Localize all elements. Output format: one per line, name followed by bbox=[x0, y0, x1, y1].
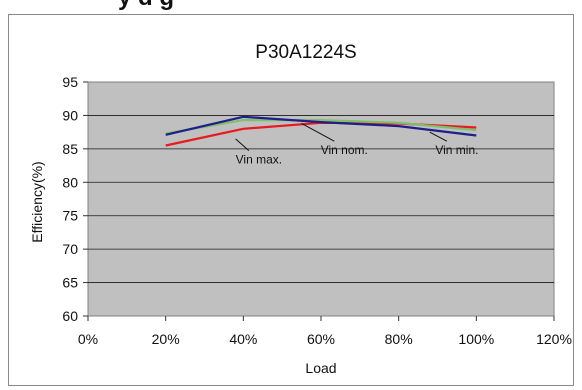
annotations: Vin max. Vin nom. Vin min. bbox=[235, 123, 478, 167]
x-axis-label: Load bbox=[305, 360, 336, 376]
x-axis-ticks: 0% 20% 40% 60% 80% 100% 120% bbox=[78, 316, 572, 347]
y-tick-label: 95 bbox=[62, 74, 78, 90]
y-tick-label: 85 bbox=[62, 141, 78, 157]
chart-title: P30A1224S bbox=[255, 42, 356, 63]
annotation-label: Vin max. bbox=[236, 153, 282, 167]
y-tick-label: 70 bbox=[62, 241, 78, 257]
plot-area bbox=[87, 81, 555, 317]
x-tick-label: 120% bbox=[536, 331, 572, 347]
annotation-label: Vin min. bbox=[435, 143, 478, 157]
y-tick-label: 60 bbox=[62, 308, 78, 324]
series-line-vin-nom bbox=[165, 118, 477, 135]
y-tick-label: 80 bbox=[62, 174, 78, 190]
x-tick-label: 80% bbox=[385, 331, 413, 347]
x-tick-label: 20% bbox=[152, 331, 180, 347]
x-tick-label: 0% bbox=[78, 331, 98, 347]
y-tick-label: 65 bbox=[62, 275, 78, 291]
annotation-label: Vin nom. bbox=[321, 143, 368, 157]
annotation-pointer bbox=[429, 131, 448, 142]
annotation-pointer bbox=[235, 138, 250, 151]
gridlines bbox=[88, 115, 554, 283]
y-tick-label: 75 bbox=[62, 208, 78, 224]
series-line-vin-min bbox=[165, 115, 477, 137]
cropped-heading: y d g bbox=[118, 0, 174, 12]
x-tick-label: 60% bbox=[307, 331, 335, 347]
y-axis-label: Efficiency(%) bbox=[29, 161, 45, 242]
annotation-pointer bbox=[301, 123, 335, 142]
y-tick-label: 90 bbox=[62, 107, 78, 123]
series-lines bbox=[165, 115, 477, 147]
x-tick-label: 40% bbox=[229, 331, 257, 347]
y-axis-ticks: 60 65 70 75 80 85 90 95 bbox=[62, 74, 88, 324]
x-tick-label: 100% bbox=[458, 331, 494, 347]
